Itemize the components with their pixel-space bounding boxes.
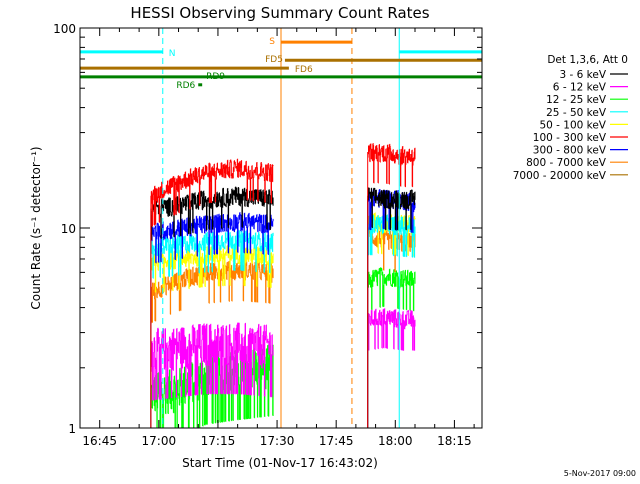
interval-label-s: S [269,37,275,47]
interval-label-n: N [169,49,176,59]
x-tick-label: 16:45 [82,434,117,448]
x-tick-label: 17:00 [142,434,177,448]
y-tick-label: 1 [68,422,76,436]
y-tick-label: 100 [53,22,76,36]
x-axis-label: Start Time (01-Nov-17 16:43:02) [182,456,378,470]
x-tick-label: 17:30 [260,434,295,448]
footer-date: 5-Nov-2017 09:00 [564,469,636,478]
y-axis-label: Count Rate (s⁻¹ detector⁻¹) [29,146,43,309]
legend-label-12-25-kev: 12 - 25 keV [546,94,607,106]
interval-label-fd6: FD6 [295,65,313,75]
chart-title: HESSI Observing Summary Count Rates [130,4,429,22]
legend-label-3-6-kev: 3 - 6 keV [559,69,606,81]
interval-label-rd9: RD9 [206,72,225,82]
x-tick-label: 17:15 [201,434,236,448]
legend-label-100-300-kev: 100 - 300 keV [533,132,607,144]
legend-label-300-800-kev: 300 - 800 keV [533,145,607,157]
legend-header: Det 1,3,6, Att 0 [547,54,628,66]
plot-area: N S FD5 FD6 RD9 RD6 16:45 17:00 17:15 17:30 17:45 1… [53,22,628,448]
x-tick-label: 17:45 [319,434,354,448]
series-100-300-kev [150,143,416,428]
legend-label-800-7000-kev: 800 - 7000 keV [526,157,607,169]
series-line-100-300-kev-seg0 [150,158,274,428]
x-tick-label: 18:15 [437,434,472,448]
legend-label-6-12-kev: 6 - 12 keV [553,82,607,94]
series-line-6-12-kev-seg1 [367,308,416,428]
legend-label-25-50-kev: 25 - 50 keV [546,107,607,119]
legend-label-50-100-kev: 50 - 100 keV [539,119,606,131]
series-6-12-kev [150,308,416,428]
x-tick-label: 18:00 [378,434,413,448]
interval-label-rd6: RD6 [176,81,195,91]
y-tick-label: 10 [61,222,76,236]
legend-label-7000-20000-kev: 7000 - 20000 keV [513,170,607,182]
interval-label-fd5: FD5 [265,55,283,65]
